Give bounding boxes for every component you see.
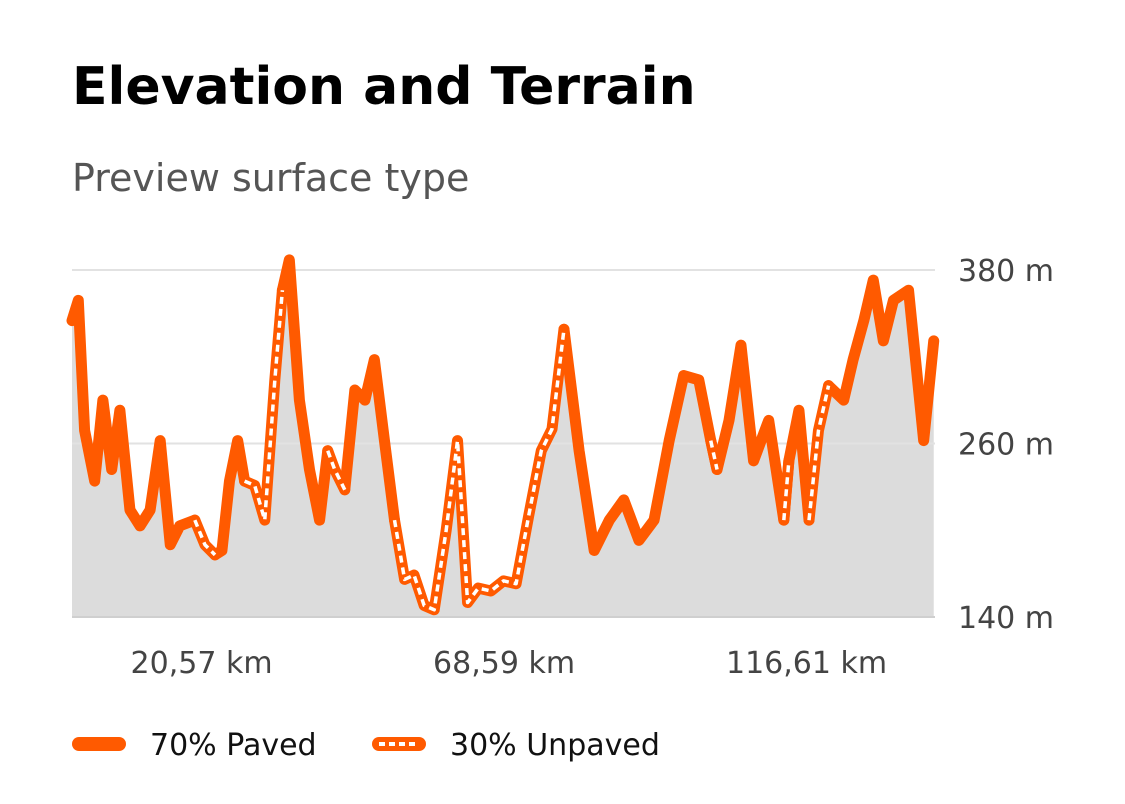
legend-label: 30% Unpaved (450, 728, 660, 763)
legend-swatch (72, 737, 126, 751)
chart-title: Elevation and Terrain (72, 57, 696, 117)
y-tick-label: 140 m (958, 601, 1054, 636)
y-tick-label: 380 m (958, 254, 1054, 289)
surface-line (66, 254, 940, 561)
chart-subtitle: Preview surface type (72, 156, 469, 200)
x-tick-label: 68,59 km (433, 646, 575, 681)
legend-label: 70% Paved (150, 728, 317, 763)
y-tick-label: 260 m (958, 428, 1054, 463)
legend-item: 70% Paved (72, 728, 317, 763)
surface-dash (193, 290, 831, 612)
elevation-area (72, 259, 934, 617)
x-tick-label: 116,61 km (726, 646, 887, 681)
legend-item: 30% Unpaved (372, 728, 660, 763)
x-tick-label: 20,57 km (131, 646, 273, 681)
